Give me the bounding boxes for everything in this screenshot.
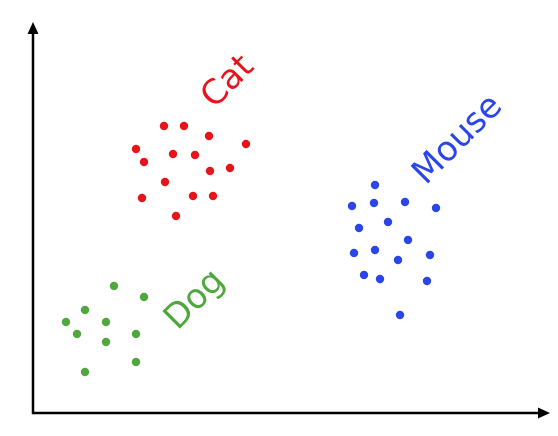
point bbox=[225, 163, 235, 173]
point bbox=[101, 317, 111, 327]
point bbox=[205, 166, 215, 176]
point bbox=[61, 317, 71, 327]
cluster-label: Cat bbox=[192, 46, 261, 115]
point bbox=[241, 139, 251, 149]
point bbox=[80, 305, 90, 315]
point bbox=[204, 131, 214, 141]
point bbox=[109, 281, 119, 291]
point bbox=[168, 149, 178, 159]
point bbox=[425, 250, 435, 260]
point bbox=[159, 121, 169, 131]
y-axis-arrow bbox=[27, 22, 39, 34]
point bbox=[101, 337, 111, 347]
point bbox=[208, 191, 218, 201]
point bbox=[393, 255, 403, 265]
cluster-label: Mouse bbox=[404, 86, 510, 192]
point bbox=[370, 245, 380, 255]
point bbox=[395, 310, 405, 320]
point bbox=[359, 270, 369, 280]
cluster-label: Dog bbox=[156, 261, 233, 338]
point bbox=[347, 201, 357, 211]
point bbox=[370, 180, 380, 190]
point bbox=[139, 292, 149, 302]
point bbox=[131, 144, 141, 154]
point bbox=[349, 248, 359, 258]
point bbox=[171, 211, 181, 221]
point bbox=[422, 276, 432, 286]
point bbox=[400, 197, 410, 207]
point bbox=[383, 217, 393, 227]
point bbox=[188, 191, 198, 201]
point bbox=[139, 157, 149, 167]
point bbox=[160, 177, 170, 187]
point bbox=[403, 235, 413, 245]
point bbox=[190, 150, 200, 160]
point bbox=[431, 203, 441, 213]
point bbox=[375, 274, 385, 284]
point bbox=[72, 329, 82, 339]
point bbox=[131, 357, 141, 367]
point bbox=[354, 223, 364, 233]
point bbox=[137, 193, 147, 203]
x-axis-arrow bbox=[538, 407, 550, 419]
point bbox=[179, 121, 189, 131]
point bbox=[131, 329, 141, 339]
point bbox=[80, 367, 90, 377]
point bbox=[369, 198, 379, 208]
